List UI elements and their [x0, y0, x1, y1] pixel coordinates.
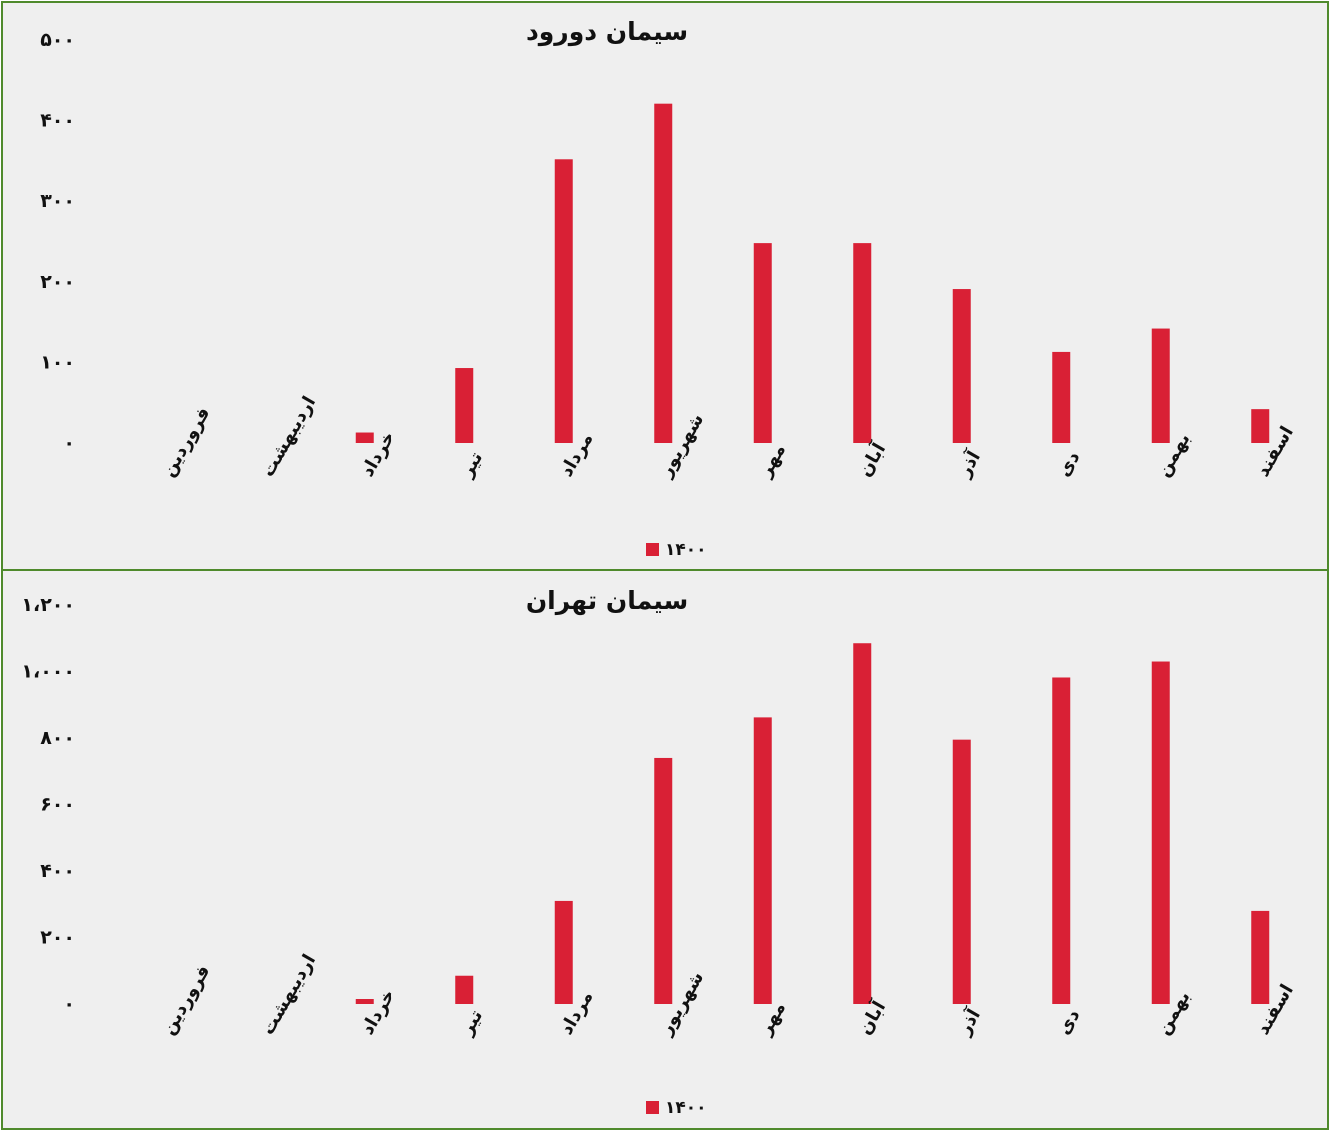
- bar-10: [1052, 351, 1071, 443]
- y-tick-label: ۱،۰۰۰: [21, 661, 75, 683]
- bar-5: [554, 159, 573, 443]
- y-tick-label: ۱۰۰: [40, 351, 75, 373]
- y-tick-label: ۲۰۰: [40, 271, 75, 293]
- x-tick-label: آبان: [853, 438, 891, 481]
- legend: ۱۴۰۰: [646, 540, 707, 560]
- bar-9: [952, 289, 971, 443]
- y-tick-label: ۶۰۰: [40, 794, 75, 816]
- x-tick-label: اردیبهشت: [257, 393, 320, 481]
- y-tick-label: ۰: [63, 432, 75, 454]
- y-tick-label: ۸۰۰: [40, 727, 75, 749]
- bar-9: [952, 739, 971, 1004]
- chart-title: سیمان تهران: [526, 586, 688, 616]
- bar-12: [1251, 409, 1270, 443]
- y-tick-label: ۴۰۰: [40, 860, 75, 882]
- x-tick-label: تیر: [456, 448, 487, 481]
- legend-swatch: [646, 543, 659, 556]
- x-axis: فروردین اردیبهشت خرداد تیر مرداد شهریور مهر آبا…: [158, 393, 1298, 482]
- y-axis: ۰ ۲۰۰ ۴۰۰ ۶۰۰ ۸۰۰ ۱،۰۰۰ ۱،۲۰۰: [21, 594, 75, 1015]
- bar-5: [554, 900, 573, 1004]
- x-tick-label: خرداد: [357, 986, 400, 1039]
- legend-swatch: [646, 1101, 659, 1114]
- y-tick-label: ۲۰۰: [40, 927, 75, 949]
- x-tick-label: تیر: [456, 1006, 487, 1039]
- x-tick-label: دی: [1053, 1006, 1084, 1039]
- chart-svg-tehran: سیمان تهران ۰ ۲۰۰ ۴۰۰ ۶۰۰ ۸۰۰ ۱،۰۰۰ ۱،۲۰۰ فرور…: [21, 586, 1298, 1118]
- x-axis: فروردین اردیبهشت خرداد تیر مرداد شهریور مهر آبا…: [158, 951, 1298, 1040]
- y-tick-label: ۳۰۰: [40, 190, 75, 212]
- bar-10: [1052, 677, 1071, 1004]
- x-tick-label: آذر: [952, 446, 986, 481]
- x-tick-label: اردیبهشت: [257, 951, 320, 1039]
- bar-8: [853, 243, 872, 443]
- legend-label: ۱۴۰۰: [665, 1098, 707, 1118]
- bar-4: [455, 368, 474, 443]
- y-axis: ۰ ۱۰۰ ۲۰۰ ۳۰۰ ۴۰۰ ۵۰۰: [40, 29, 75, 454]
- x-tick-label: آذر: [952, 1004, 986, 1039]
- bar-8: [853, 643, 872, 1004]
- chart-svg-doroud: سیمان دورود ۰ ۱۰۰ ۲۰۰ ۳۰۰ ۴۰۰ ۵۰۰ فروردین اردی…: [40, 17, 1298, 560]
- bar-7: [753, 717, 772, 1004]
- bar-4: [455, 975, 474, 1004]
- bar-3: [355, 432, 374, 443]
- bar-11: [1151, 328, 1170, 443]
- bar-11: [1151, 661, 1170, 1004]
- y-tick-label: ۴۰۰: [40, 110, 75, 132]
- bar-12: [1251, 910, 1270, 1004]
- bar-6: [654, 103, 673, 443]
- x-tick-label: مهر: [754, 998, 790, 1039]
- y-tick-label: ۰: [63, 993, 75, 1015]
- x-tick-label: دی: [1053, 448, 1084, 481]
- chart-panel-tehran: سیمان تهران ۰ ۲۰۰ ۴۰۰ ۶۰۰ ۸۰۰ ۱،۰۰۰ ۱،۲۰۰ فرور…: [1, 569, 1329, 1130]
- legend-label: ۱۴۰۰: [665, 540, 707, 560]
- chart-title: سیمان دورود: [526, 17, 688, 47]
- bar-3: [355, 999, 374, 1004]
- y-tick-label: ۱،۲۰۰: [21, 594, 75, 616]
- bars: [355, 643, 1270, 1004]
- x-tick-label: فروردین: [158, 404, 215, 481]
- legend: ۱۴۰۰: [646, 1098, 707, 1118]
- bar-7: [753, 243, 772, 443]
- chart-panel-doroud: سیمان دورود ۰ ۱۰۰ ۲۰۰ ۳۰۰ ۴۰۰ ۵۰۰ فروردین اردی…: [1, 1, 1329, 571]
- x-tick-label: مهر: [754, 440, 790, 481]
- bars: [355, 103, 1270, 443]
- y-tick-label: ۵۰۰: [40, 29, 75, 51]
- x-tick-label: فروردین: [158, 962, 215, 1039]
- bar-6: [654, 757, 673, 1004]
